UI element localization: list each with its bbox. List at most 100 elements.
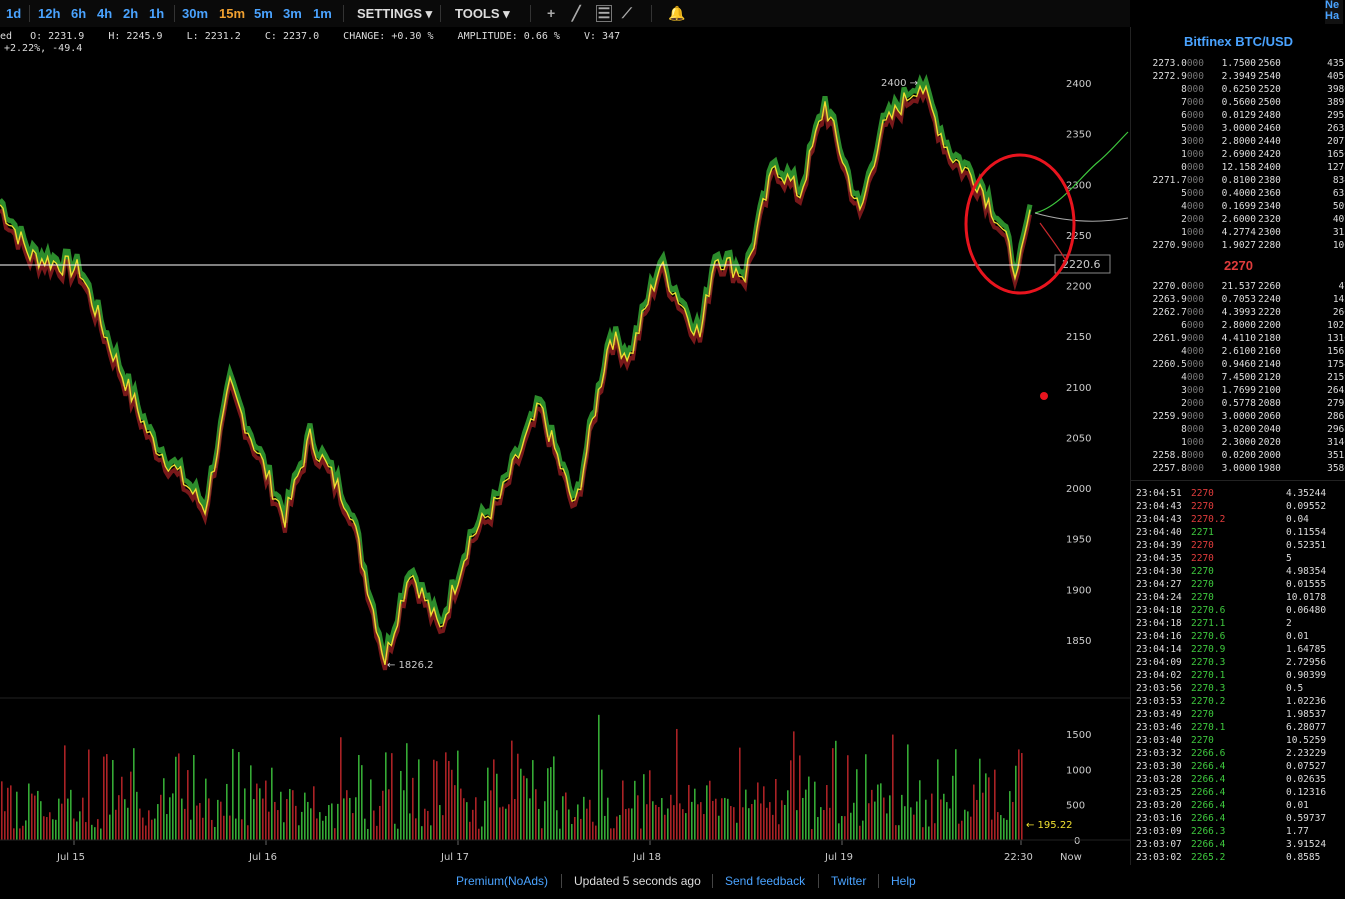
bid-depth-total: 2968 bbox=[1327, 424, 1345, 435]
volume-bar bbox=[925, 799, 927, 840]
volume-bar bbox=[535, 789, 537, 840]
top-right-corner-links[interactable]: Ne Ha bbox=[1325, 0, 1343, 24]
settings-label: SETTINGS bbox=[357, 6, 423, 21]
price-line[interactable] bbox=[0, 84, 1031, 665]
ask-price: 8000 bbox=[1181, 84, 1204, 95]
volume-bar bbox=[850, 812, 852, 840]
volume-bar bbox=[928, 826, 930, 840]
volume-bar bbox=[415, 818, 417, 840]
volume-bar bbox=[895, 825, 897, 840]
volume-bar bbox=[1021, 753, 1023, 840]
alert-bell-icon[interactable]: 🔔 bbox=[668, 5, 686, 21]
volume-bar bbox=[787, 790, 789, 840]
volume-bar bbox=[892, 734, 894, 840]
volume-bar bbox=[265, 780, 267, 840]
bid-price-decimals: 000 bbox=[1186, 359, 1204, 370]
ask-price-decimals: 000 bbox=[1186, 162, 1204, 173]
volume-bar bbox=[763, 786, 765, 840]
ask-depth-price: 2400 bbox=[1258, 162, 1281, 173]
trade-time: 23:03:28 bbox=[1136, 774, 1182, 785]
price-tick-label: 2300 bbox=[1066, 180, 1091, 191]
ask-depth-total: 834 bbox=[1332, 175, 1345, 186]
timeframe-1h[interactable]: 1h bbox=[149, 6, 165, 21]
timeframe-4h[interactable]: 4h bbox=[97, 6, 113, 21]
timeframe-30m[interactable]: 30m bbox=[182, 6, 209, 21]
volume-bar bbox=[880, 783, 882, 840]
ask-price-decimals: 000 bbox=[1186, 71, 1204, 82]
bid-depth-total: 2159 bbox=[1327, 372, 1345, 383]
volume-bar bbox=[838, 823, 840, 840]
volume-bar bbox=[985, 773, 987, 840]
trade-time: 23:03:53 bbox=[1136, 696, 1182, 707]
trade-amount: 0.8585 bbox=[1286, 852, 1321, 863]
ask-price-decimals: 000 bbox=[1186, 214, 1204, 225]
crosshair-icon[interactable]: + bbox=[547, 5, 556, 21]
volume-bar bbox=[148, 810, 150, 840]
volume-bar bbox=[652, 801, 654, 840]
twitter-link[interactable]: Twitter bbox=[831, 874, 867, 888]
volume-bar bbox=[310, 808, 312, 840]
trade-amount: 1.77 bbox=[1286, 826, 1309, 837]
premium-link[interactable]: Premium(NoAds) bbox=[456, 874, 549, 888]
volume-bar bbox=[31, 793, 33, 840]
ask-price: 6000 bbox=[1181, 110, 1204, 121]
timeframe-15m[interactable]: 15m bbox=[219, 6, 246, 21]
price-chart[interactable]: 2400 2350 2300 2250 2200 2150 2100 2050 2000 1950… bbox=[0, 27, 1130, 865]
volume-bar bbox=[16, 791, 18, 840]
volume-bar bbox=[607, 797, 609, 840]
time-tick-label: Jul 18 bbox=[632, 852, 661, 863]
help-link[interactable]: Help bbox=[891, 874, 916, 888]
tools-menu[interactable]: TOOLS ▾ bbox=[455, 6, 510, 22]
volume-bar bbox=[52, 819, 54, 840]
orderbook-title: Bitfinex BTC/USD bbox=[1183, 34, 1294, 49]
bid-price-decimals: 000 bbox=[1186, 424, 1204, 435]
settings-menu[interactable]: SETTINGS ▾ bbox=[357, 6, 432, 22]
bid-price: 2258.8000 bbox=[1152, 450, 1205, 461]
volume-bar bbox=[826, 785, 828, 840]
volume-axis: 1500 1000 500 0 bbox=[1066, 730, 1091, 847]
volume-bar bbox=[1000, 815, 1002, 840]
bid-depth-price: 2040 bbox=[1258, 424, 1281, 435]
ask-depth-price: 2340 bbox=[1258, 201, 1281, 212]
bid-price-decimals: 000 bbox=[1186, 385, 1204, 396]
timeframe-12h[interactable]: 12h bbox=[38, 6, 61, 21]
send-feedback-link[interactable]: Send feedback bbox=[725, 874, 806, 888]
volume-bar bbox=[121, 776, 123, 840]
ask-price: 2272.9000 bbox=[1152, 71, 1205, 82]
volume-bar bbox=[550, 767, 552, 840]
volume-bar bbox=[496, 773, 498, 840]
trade-price: 2266.4 bbox=[1191, 800, 1226, 811]
trend-line-icon[interactable]: ╱ bbox=[572, 5, 581, 21]
bid-price: 4000 bbox=[1181, 372, 1204, 383]
volume-bar bbox=[814, 781, 816, 840]
volume-bar bbox=[1018, 749, 1020, 840]
volume-bar bbox=[922, 827, 924, 840]
timeframe-5m[interactable]: 5m bbox=[254, 6, 273, 21]
timeframe-6h[interactable]: 6h bbox=[71, 6, 87, 21]
volume-bar bbox=[418, 759, 420, 840]
volume-bar bbox=[577, 804, 579, 840]
timeframe-1m[interactable]: 1m bbox=[313, 6, 332, 21]
volume-bar bbox=[430, 825, 432, 840]
footer: Premium(NoAds) Updated 5 seconds ago Sen… bbox=[0, 865, 1345, 899]
volume-bar bbox=[427, 810, 429, 840]
timeframe-2h[interactable]: 2h bbox=[123, 6, 139, 21]
volume-bar bbox=[856, 769, 858, 840]
volume-bar bbox=[1012, 801, 1014, 840]
horizontal-lines-icon[interactable]: ☰ bbox=[596, 5, 612, 22]
volume-bar bbox=[10, 785, 12, 840]
trade-price: 2270.6 bbox=[1191, 605, 1226, 616]
bid-amount: 2.8000 bbox=[1221, 320, 1256, 331]
ask-price: 2270.9000 bbox=[1152, 240, 1205, 251]
fib-fan-icon[interactable]: ⟋ bbox=[622, 5, 632, 21]
toolbar-divider bbox=[651, 5, 652, 22]
bid-price: 2270.0000 bbox=[1152, 281, 1205, 292]
corner-text-2: Ha bbox=[1325, 10, 1340, 22]
timeframe-1d[interactable]: 1d bbox=[6, 6, 22, 21]
volume-bar bbox=[379, 805, 381, 840]
timeframe-3m[interactable]: 3m bbox=[283, 6, 302, 21]
trade-price: 2270.9 bbox=[1191, 644, 1226, 655]
volume-bar bbox=[28, 783, 30, 840]
trade-time: 23:04:27 bbox=[1136, 579, 1182, 590]
volume-bar bbox=[304, 792, 306, 840]
